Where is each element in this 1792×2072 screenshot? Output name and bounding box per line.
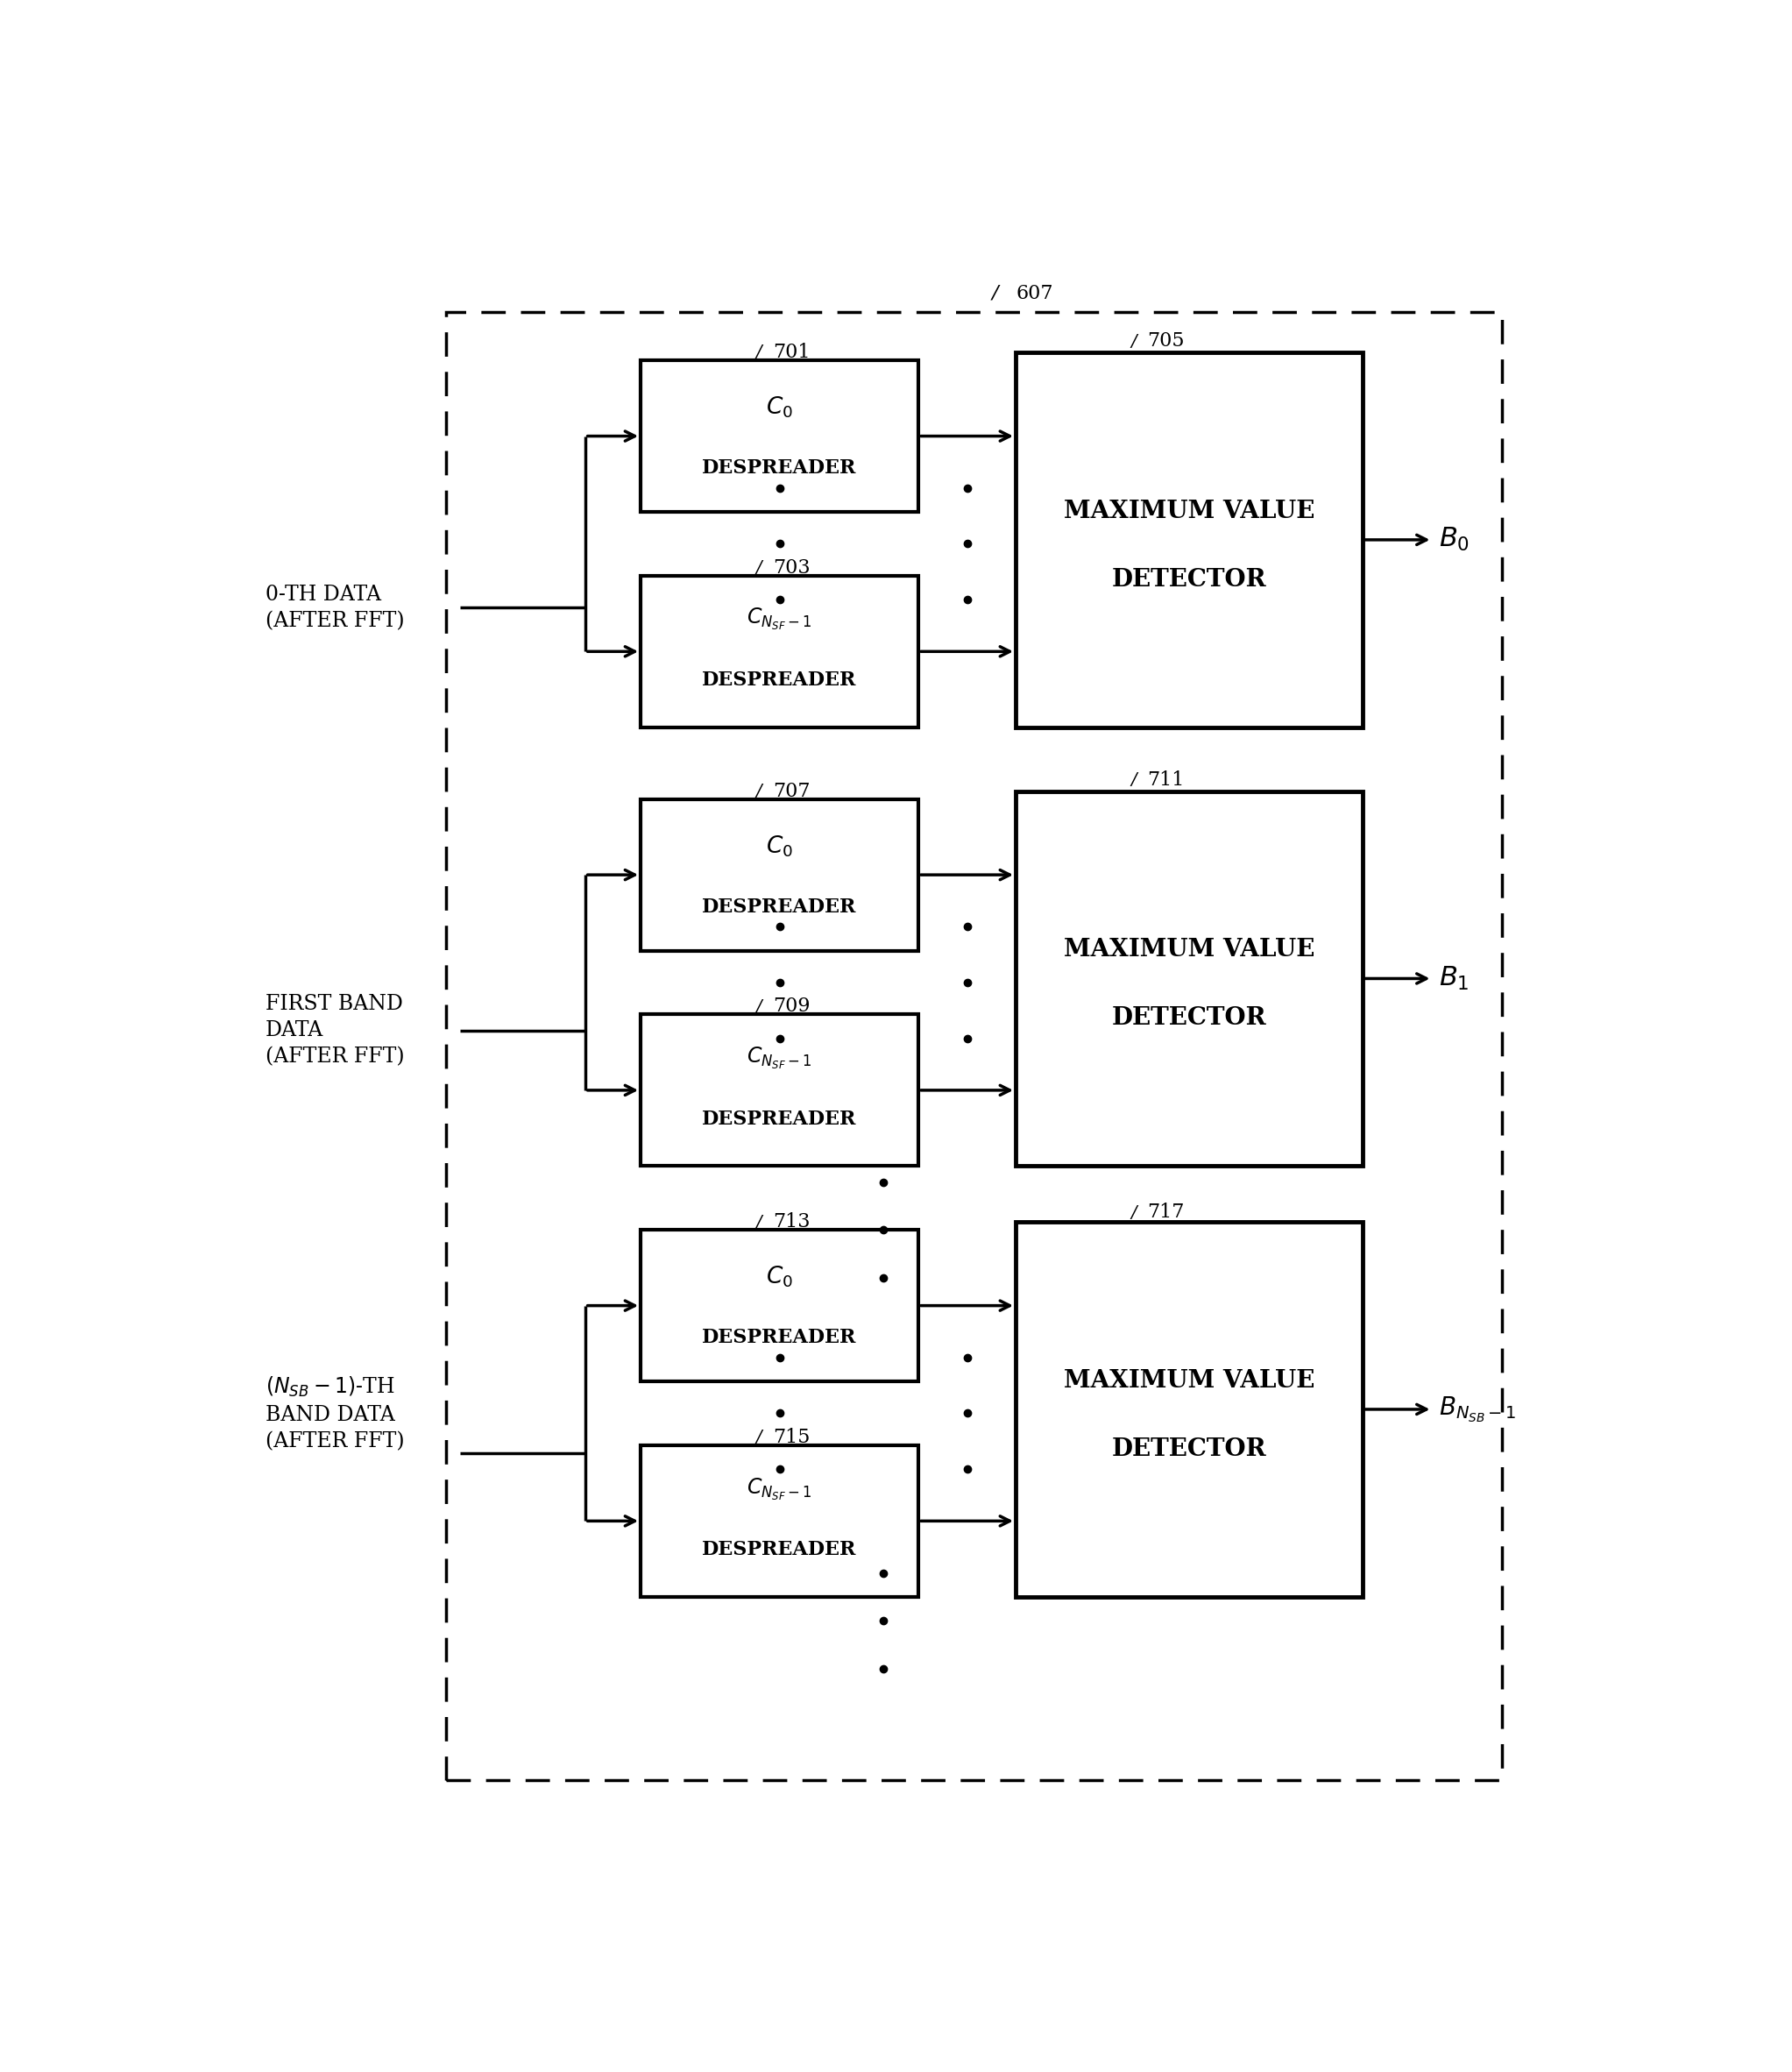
Text: $C_0$: $C_0$ — [765, 1264, 794, 1289]
Text: DESPREADER: DESPREADER — [702, 1109, 857, 1129]
Text: 709: 709 — [772, 997, 810, 1015]
Text: /: / — [756, 1430, 762, 1446]
Bar — [446, 313, 1502, 1780]
Text: $C_{N_{SF}-1}$: $C_{N_{SF}-1}$ — [747, 1046, 812, 1071]
Bar — [640, 1015, 918, 1167]
Text: /: / — [756, 999, 762, 1015]
Text: DESPREADER: DESPREADER — [702, 458, 857, 479]
Text: $B_1$: $B_1$ — [1439, 966, 1469, 992]
Text: MAXIMUM VALUE: MAXIMUM VALUE — [1064, 1370, 1315, 1392]
Text: MAXIMUM VALUE: MAXIMUM VALUE — [1064, 499, 1315, 522]
Bar — [1016, 792, 1362, 1167]
Bar — [640, 361, 918, 512]
Text: /: / — [1131, 771, 1136, 787]
Text: 607: 607 — [1016, 284, 1054, 303]
Text: DESPREADER: DESPREADER — [702, 1328, 857, 1347]
Text: /: / — [1131, 1204, 1136, 1220]
Text: 703: 703 — [772, 557, 810, 578]
Text: $C_0$: $C_0$ — [765, 833, 794, 858]
Text: /: / — [991, 284, 998, 303]
Bar — [640, 1231, 918, 1382]
Text: /: / — [1131, 334, 1136, 350]
Bar — [640, 576, 918, 727]
Text: 0-TH DATA
(AFTER FFT): 0-TH DATA (AFTER FFT) — [265, 584, 405, 632]
Text: DESPREADER: DESPREADER — [702, 1539, 857, 1560]
Text: $C_0$: $C_0$ — [765, 396, 794, 421]
Text: FIRST BAND
DATA
(AFTER FFT): FIRST BAND DATA (AFTER FFT) — [265, 995, 405, 1067]
Text: /: / — [756, 1214, 762, 1231]
Text: 713: 713 — [772, 1212, 810, 1231]
Text: /: / — [756, 344, 762, 361]
Bar — [1016, 1222, 1362, 1598]
Text: DETECTOR: DETECTOR — [1111, 1007, 1267, 1030]
Text: DETECTOR: DETECTOR — [1111, 1438, 1267, 1461]
Text: DESPREADER: DESPREADER — [702, 671, 857, 690]
Text: 701: 701 — [772, 342, 810, 363]
Text: /: / — [756, 783, 762, 800]
Text: 711: 711 — [1147, 771, 1185, 789]
Bar — [640, 800, 918, 951]
Text: 715: 715 — [772, 1428, 810, 1446]
Text: $C_{N_{SF}-1}$: $C_{N_{SF}-1}$ — [747, 1477, 812, 1502]
Text: 705: 705 — [1147, 332, 1185, 350]
Text: DETECTOR: DETECTOR — [1111, 568, 1267, 591]
Bar — [640, 1446, 918, 1598]
Text: 717: 717 — [1147, 1202, 1185, 1222]
Text: $B_{N_{SB}-1}$: $B_{N_{SB}-1}$ — [1439, 1394, 1516, 1423]
Text: MAXIMUM VALUE: MAXIMUM VALUE — [1064, 939, 1315, 961]
Bar — [1016, 352, 1362, 727]
Text: 707: 707 — [772, 781, 810, 800]
Text: /: / — [756, 559, 762, 576]
Text: $(N_{SB}-1)$-TH
BAND DATA
(AFTER FFT): $(N_{SB}-1)$-TH BAND DATA (AFTER FFT) — [265, 1376, 405, 1452]
Text: $B_0$: $B_0$ — [1439, 526, 1469, 553]
Text: $C_{N_{SF}-1}$: $C_{N_{SF}-1}$ — [747, 607, 812, 632]
Text: DESPREADER: DESPREADER — [702, 897, 857, 916]
